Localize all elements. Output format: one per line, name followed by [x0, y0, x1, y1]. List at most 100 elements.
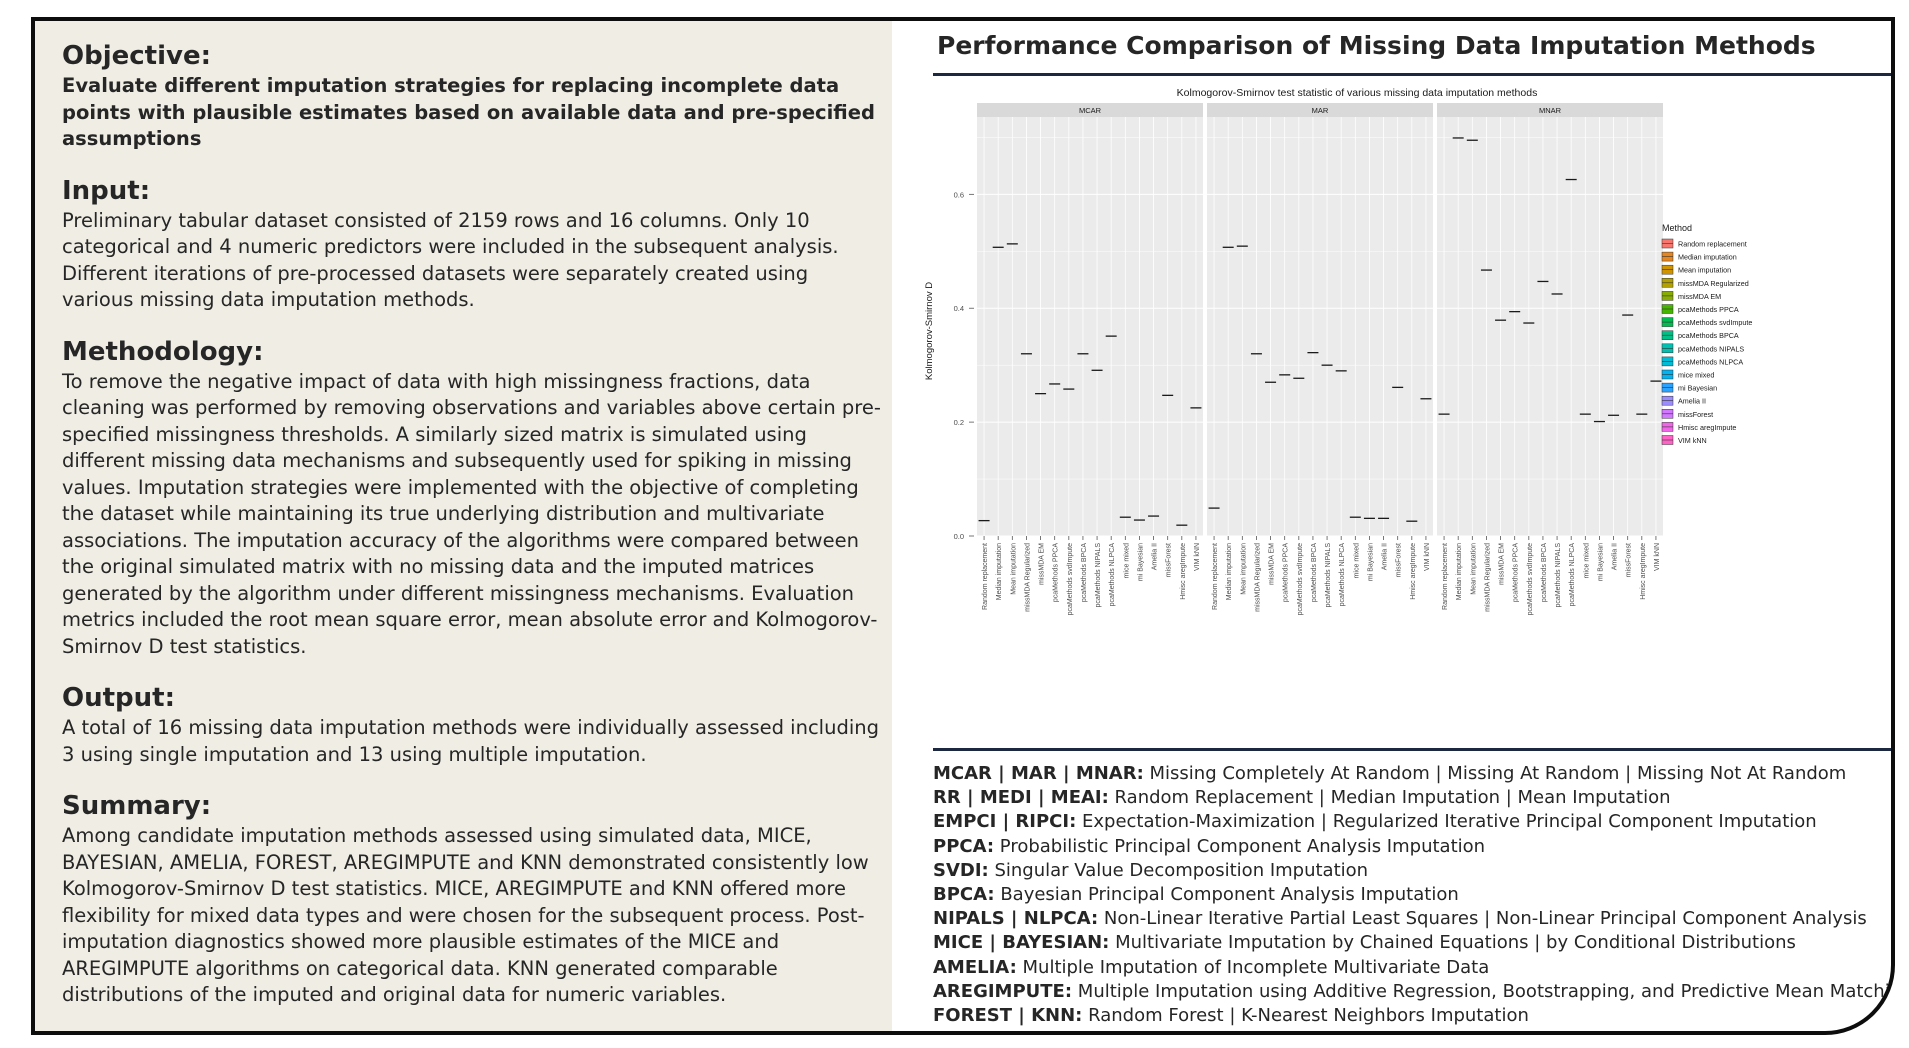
abbreviation-value: Missing Completely At Random | Missing A…	[1143, 763, 1847, 784]
left-text-panel: Objective: Evaluate different imputation…	[35, 21, 892, 1031]
summary-section: Summary: Among candidate imputation meth…	[62, 791, 882, 1009]
abbreviation-key: BPCA:	[933, 884, 995, 906]
y-tick-label: 0.6	[954, 190, 964, 199]
abbreviation-line: EMPCI | RIPCI: Expectation-Maximization …	[933, 810, 1891, 834]
abbreviation-line: AREGIMPUTE: Multiple Imputation using Ad…	[933, 980, 1895, 1004]
legend-label: pcaMethods svdImpute	[1678, 318, 1752, 327]
input-text: Preliminary tabular dataset consisted of…	[62, 208, 839, 312]
abbreviation-line: NIPALS | NLPCA: Non-Linear Iterative Par…	[933, 907, 1891, 931]
x-tick-label: missMDA EM	[1499, 543, 1506, 585]
x-tick-label: missMDA EM	[1039, 543, 1046, 585]
abbreviation-line: SVDI: Singular Value Decomposition Imput…	[933, 859, 1891, 883]
x-tick-label: mi Bayesian	[1137, 543, 1144, 581]
chart-svg: Kolmogorov-Smirnov test statistic of var…	[924, 87, 1752, 615]
chart-title: Kolmogorov-Smirnov test statistic of var…	[1177, 87, 1538, 99]
x-tick-label: pcaMethods PPCA	[1513, 543, 1520, 602]
abbreviation-value: Singular Value Decomposition Imputation	[988, 859, 1369, 881]
abbreviation-value: Probabilistic Principal Component Analys…	[994, 835, 1486, 857]
abbreviation-key: PPCA:	[933, 835, 995, 857]
x-tick-label: Hmisc aregImpute	[1640, 543, 1647, 600]
abbreviation-value: Random Forest | K-Nearest Neighbors Impu…	[1082, 1005, 1529, 1027]
x-tick-label: Random replacement	[982, 543, 989, 610]
abbreviation-key: MCAR | MAR | MNAR:	[933, 763, 1144, 784]
x-tick-label: missForest	[1166, 543, 1173, 577]
x-tick-label: pcaMethods BPCA	[1081, 543, 1088, 602]
x-tick-label: Random replacement	[1442, 543, 1449, 610]
abbreviation-line: MCAR | MAR | MNAR: Missing Completely At…	[933, 762, 1891, 786]
abbreviation-value: Bayesian Principal Component Analysis Im…	[994, 884, 1459, 906]
facet-label: MCAR	[1079, 106, 1102, 115]
x-tick-label: Mean imputation	[1470, 543, 1477, 595]
abbreviation-line: AMELIA: Multiple Imputation of Incomplet…	[933, 956, 1891, 980]
abbreviation-key: AMELIA:	[933, 956, 1017, 978]
abbreviation-line: PPCA: Probabilistic Principal Component …	[933, 835, 1891, 859]
methodology-section: Methodology: To remove the negative impa…	[62, 337, 882, 661]
abbreviation-value: Multiple Imputation of Incomplete Multiv…	[1016, 956, 1490, 978]
x-tick-label: pcaMethods NLPCA	[1339, 543, 1346, 607]
x-tick-label: pcaMethods PPCA	[1283, 543, 1290, 602]
x-tick-label: missMDA Regularized	[1254, 543, 1261, 612]
x-tick-label: Mean imputation	[1240, 543, 1247, 595]
abbreviation-value: Multiple Imputation using Additive Regre…	[1072, 980, 1895, 1002]
title-divider	[933, 73, 1891, 76]
x-tick-label: pcaMethods NIPALS	[1555, 543, 1562, 608]
legend-label: pcaMethods NLPCA	[1678, 357, 1743, 366]
x-tick-label: Amelia II	[1382, 543, 1389, 570]
x-tick-label: mice mixed	[1583, 543, 1590, 579]
x-tick-label: pcaMethods svdImpute	[1527, 543, 1534, 615]
abbreviation-key: MICE | BAYESIAN:	[933, 932, 1110, 954]
abbreviation-value: Expectation-Maximization | Regularized I…	[1076, 811, 1817, 833]
abbreviation-key: FOREST | KNN:	[933, 1005, 1083, 1027]
abbreviation-key: SVDI:	[933, 859, 989, 881]
legend-label: pcaMethods BPCA	[1678, 331, 1739, 340]
y-axis-label: Kolmogorov-Smirnov D	[924, 282, 935, 380]
x-tick-label: mi Bayesian	[1367, 543, 1374, 581]
x-tick-label: mice mixed	[1353, 543, 1360, 579]
x-tick-label: Median imputation	[1456, 543, 1463, 600]
x-tick-label: Random replacement	[1212, 543, 1219, 610]
output-heading: Output:	[62, 683, 175, 713]
abbreviation-line: MICE | BAYESIAN: Multivariate Imputation…	[933, 931, 1891, 955]
x-tick-label: Median imputation	[1226, 543, 1233, 600]
x-tick-label: missMDA Regularized	[1024, 543, 1031, 612]
legend-label: mice mixed	[1678, 371, 1714, 380]
legend-label: missMDA EM	[1678, 292, 1721, 301]
legend-label: Median imputation	[1678, 253, 1737, 262]
x-tick-label: missMDA Regularized	[1484, 543, 1491, 612]
y-tick-label: 0.2	[954, 418, 964, 427]
summary-heading: Summary:	[62, 791, 212, 821]
infographic-frame: Objective: Evaluate different imputation…	[31, 17, 1895, 1035]
abbreviation-legend: MCAR | MAR | MNAR: Missing Completely At…	[933, 762, 1895, 1028]
x-tick-label: Median imputation	[996, 543, 1003, 600]
objective-section: Objective: Evaluate different imputation…	[62, 41, 882, 153]
facet-label: MAR	[1312, 106, 1329, 115]
output-text: A total of 16 missing data imputation me…	[62, 716, 879, 766]
abbreviation-value: Non-Linear Iterative Partial Least Squar…	[1098, 908, 1867, 930]
abbreviation-value: Random Replacement | Median Imputation |…	[1108, 787, 1671, 809]
legend-divider	[933, 748, 1891, 751]
x-tick-label: Mean imputation	[1010, 543, 1017, 595]
facet-strip	[1437, 103, 1663, 117]
facet-strip	[977, 103, 1203, 117]
y-tick-label: 0.0	[954, 532, 964, 541]
x-tick-label: missMDA EM	[1269, 543, 1276, 585]
x-tick-label: Hmisc aregImpute	[1410, 543, 1417, 600]
abbreviation-line: BPCA: Bayesian Principal Component Analy…	[933, 883, 1891, 907]
panel-background	[977, 117, 1203, 536]
abbreviation-value: Multivariate Imputation by Chained Equat…	[1109, 932, 1796, 954]
legend-title: Method	[1662, 223, 1692, 233]
abbreviation-key: RR | MEDI | MEAI:	[933, 787, 1109, 809]
legend-label: Hmisc aregImpute	[1678, 423, 1736, 432]
x-tick-label: VIM kNN	[1424, 543, 1431, 571]
x-tick-label: pcaMethods svdImpute	[1067, 543, 1074, 615]
legend-label: pcaMethods NIPALS	[1678, 344, 1744, 353]
x-tick-label: missForest	[1396, 543, 1403, 577]
x-tick-label: Amelia II	[1612, 543, 1619, 570]
methodology-text: To remove the negative impact of data wi…	[62, 369, 881, 658]
facet-label: MNAR	[1539, 106, 1562, 115]
methodology-heading: Methodology:	[62, 336, 264, 367]
facet-strip	[1207, 103, 1433, 117]
right-chart-panel: Performance Comparison of Missing Data I…	[892, 21, 1891, 1031]
x-tick-label: pcaMethods NLPCA	[1109, 543, 1116, 607]
x-tick-label: pcaMethods svdImpute	[1297, 543, 1304, 615]
